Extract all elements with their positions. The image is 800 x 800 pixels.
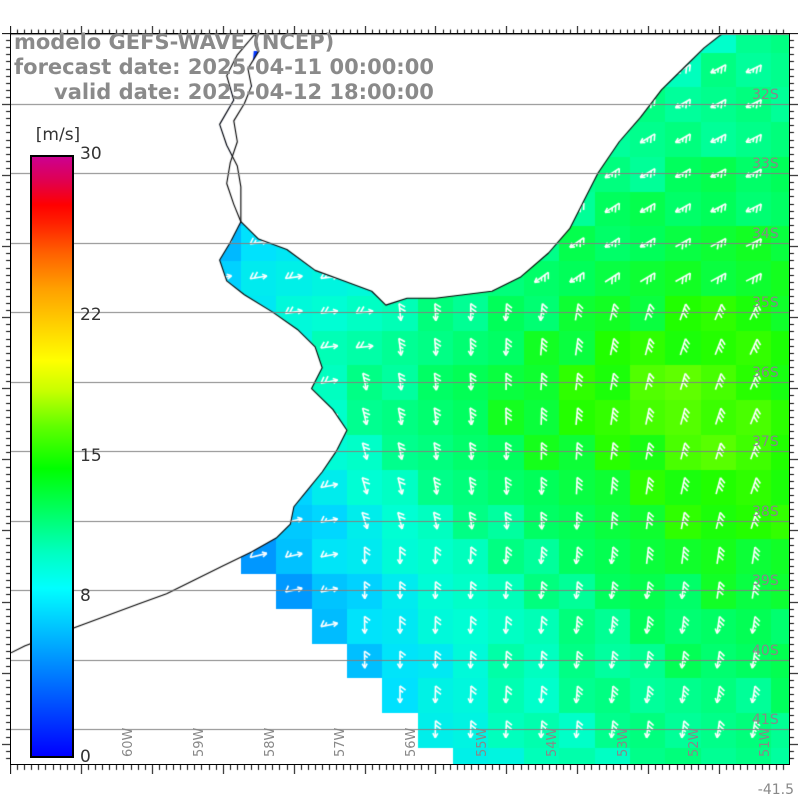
latitude-label-40s: 40S (752, 642, 779, 659)
longitude-label-56w: 56W (404, 727, 419, 757)
longitude-label-52w: 52W (686, 727, 702, 757)
chart-title-block: modelo GEFS-WAVE (NCEP) forecast date: 2… (10, 30, 530, 105)
forecast-date-title: forecast date: 2025-04-11 00:00:00 (14, 55, 434, 79)
colorbar-tick-0: 0 (80, 747, 91, 767)
bottom-axis-ticks (10, 765, 790, 774)
latitude-label-41s: 41S (752, 712, 779, 729)
colorbar-tick-22: 22 (80, 304, 102, 325)
longitude-label-59w: 59W (191, 727, 207, 757)
map-plot-area[interactable] (10, 33, 790, 765)
longitude-label-55w: 55W (474, 727, 490, 757)
longitude-label-57w: 57W (333, 727, 349, 757)
latitude-label-37s: 37S (752, 434, 779, 451)
colorbar-legend: [m/s] (30, 125, 80, 760)
colorbar-tick-30: 30 (80, 144, 102, 164)
model-name-title: modelo GEFS-WAVE (NCEP) (14, 30, 335, 54)
latitude-label-39s: 39S (752, 573, 779, 590)
latitude-label-33s: 33S (752, 156, 779, 173)
graticule-grid-layer (11, 34, 789, 764)
colorbar-gradient (30, 155, 74, 758)
corner-coordinate-label: -41.5 (757, 782, 794, 798)
colorbar-unit-label: [m/s] (35, 125, 81, 145)
longitude-label-58w: 58W (262, 727, 278, 757)
colorbar-tick-15: 15 (80, 445, 102, 466)
latitude-label-38s: 38S (752, 503, 779, 520)
latitude-label-32s: 32S (752, 86, 779, 103)
longitude-label-54w: 54W (545, 727, 561, 757)
latitude-label-35s: 35S (752, 295, 779, 312)
longitude-label-53w: 53W (616, 727, 632, 757)
latitude-label-34s: 34S (752, 225, 779, 242)
latitude-label-36s: 36S (752, 364, 779, 381)
longitude-label-51w: 51W (757, 727, 773, 757)
right-axis-ticks (789, 33, 798, 765)
longitude-label-60w: 60W (121, 727, 137, 757)
valid-date-title: valid date: 2025-04-12 18:00:00 (54, 80, 434, 104)
colorbar-tick-8: 8 (80, 586, 91, 607)
